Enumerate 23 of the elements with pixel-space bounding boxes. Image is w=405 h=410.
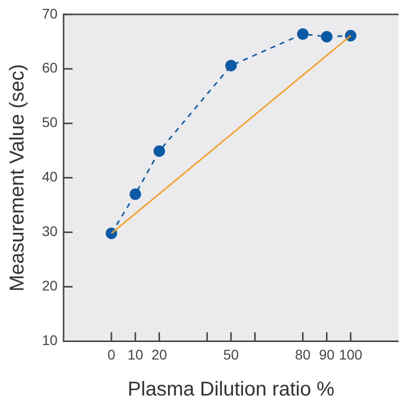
point (320, 30, 332, 42)
y-tick-label: 10 (42, 332, 58, 348)
point (225, 60, 237, 72)
x-tick-label: 90 (318, 346, 335, 362)
y-axis-title: Measurement Value (sec) (6, 64, 29, 292)
x-tick-label: 10 (128, 346, 144, 362)
x-tick-label: 20 (151, 346, 168, 362)
point (154, 145, 166, 157)
point (106, 228, 118, 240)
y-tick-label: 60 (42, 60, 58, 76)
x-tick-label: 50 (223, 346, 240, 362)
x-tick-label: 80 (295, 346, 311, 362)
x-tick-label: 100 (338, 346, 363, 362)
point (344, 30, 356, 42)
y-tick-label: 50 (42, 114, 58, 130)
point (297, 28, 309, 40)
point (130, 188, 142, 200)
y-tick-label: 70 (42, 5, 58, 22)
x-tick-label: 0 (108, 346, 116, 362)
y-tick-label: 20 (42, 278, 58, 294)
y-tick-label: 30 (42, 223, 58, 240)
y-tick-label: 40 (42, 168, 58, 185)
x-axis-title: Plasma Dilution ratio % (128, 378, 335, 401)
